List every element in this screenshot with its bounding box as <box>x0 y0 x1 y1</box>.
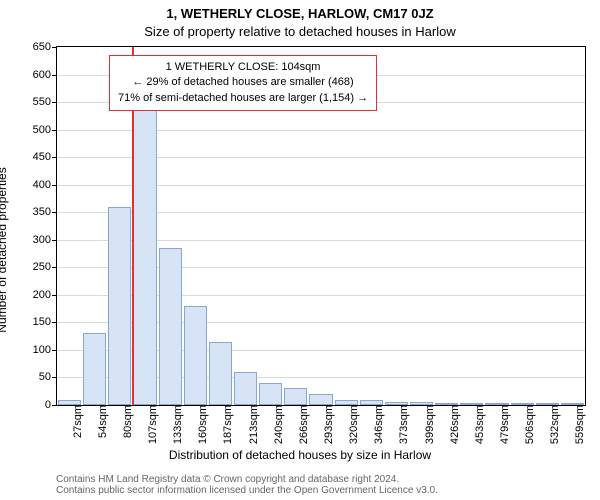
xtick-label: 559sqm <box>572 405 586 444</box>
xtick-label: 240sqm <box>271 405 285 444</box>
xtick-label: 373sqm <box>396 405 410 444</box>
plot-area: 1 WETHERLY CLOSE: 104sqm ← 29% of detach… <box>56 46 586 406</box>
ytick-label: 50 <box>39 371 57 383</box>
ytick-label: 200 <box>33 289 57 301</box>
ytick-label: 300 <box>33 234 57 246</box>
bar <box>83 333 106 405</box>
chart-subtitle: Size of property relative to detached ho… <box>0 24 600 39</box>
ytick-label: 0 <box>45 399 57 411</box>
xtick-label: 506sqm <box>522 405 536 444</box>
ytick-label: 250 <box>33 261 57 273</box>
x-axis-label: Distribution of detached houses by size … <box>0 448 600 462</box>
annotation-line3: 71% of semi-detached houses are larger (… <box>118 91 368 106</box>
ytick-label: 150 <box>33 316 57 328</box>
attribution-line1: Contains HM Land Registry data © Crown c… <box>56 474 592 485</box>
bar <box>108 207 131 405</box>
xtick-label: 346sqm <box>371 405 385 444</box>
xtick-label: 80sqm <box>120 405 134 438</box>
xtick-label: 160sqm <box>195 405 209 444</box>
annotation-line2: ← 29% of detached houses are smaller (46… <box>118 75 368 90</box>
bar <box>159 248 182 405</box>
xtick-label: 27sqm <box>70 405 84 438</box>
xtick-label: 133sqm <box>170 405 184 444</box>
xtick-label: 320sqm <box>346 405 360 444</box>
chart-container: 1, WETHERLY CLOSE, HARLOW, CM17 0JZ Size… <box>0 0 600 500</box>
ytick-label: 650 <box>33 41 57 53</box>
xtick-label: 532sqm <box>547 405 561 444</box>
attribution: Contains HM Land Registry data © Crown c… <box>56 474 592 496</box>
xtick-label: 479sqm <box>497 405 511 444</box>
xtick-label: 293sqm <box>321 405 335 444</box>
bar <box>209 342 232 405</box>
xtick-label: 54sqm <box>95 405 109 438</box>
ytick-label: 100 <box>33 344 57 356</box>
bar <box>259 383 282 405</box>
xtick-label: 399sqm <box>422 405 436 444</box>
ytick-label: 350 <box>33 206 57 218</box>
bar <box>133 102 156 405</box>
attribution-line2: Contains public sector information licen… <box>56 485 592 496</box>
xtick-label: 266sqm <box>296 405 310 444</box>
annotation-line1: 1 WETHERLY CLOSE: 104sqm <box>118 60 368 75</box>
bar <box>234 372 257 405</box>
xtick-label: 213sqm <box>246 405 260 444</box>
xtick-label: 187sqm <box>220 405 234 444</box>
bar <box>309 394 332 405</box>
bar <box>184 306 207 405</box>
xtick-label: 107sqm <box>145 405 159 444</box>
ytick-label: 500 <box>33 124 57 136</box>
ytick-label: 600 <box>33 69 57 81</box>
ytick-label: 450 <box>33 151 57 163</box>
bar <box>284 388 307 405</box>
plot-inner: 1 WETHERLY CLOSE: 104sqm ← 29% of detach… <box>56 46 586 406</box>
xtick-label: 426sqm <box>447 405 461 444</box>
xtick-label: 453sqm <box>472 405 486 444</box>
chart-title: 1, WETHERLY CLOSE, HARLOW, CM17 0JZ <box>0 6 600 21</box>
ytick-label: 550 <box>33 96 57 108</box>
ytick-label: 400 <box>33 179 57 191</box>
y-axis-label: Number of detached properties <box>0 167 9 332</box>
annotation-box: 1 WETHERLY CLOSE: 104sqm ← 29% of detach… <box>109 55 377 111</box>
